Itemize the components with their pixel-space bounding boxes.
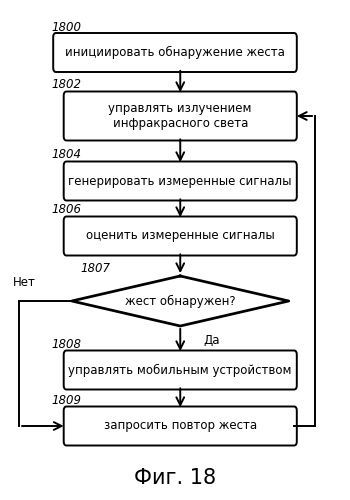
Text: 1802: 1802 xyxy=(52,78,82,91)
Text: управлять излучением
инфракрасного света: управлять излучением инфракрасного света xyxy=(108,102,252,130)
FancyBboxPatch shape xyxy=(64,162,297,200)
Text: управлять мобильным устройством: управлять мобильным устройством xyxy=(69,364,292,376)
Polygon shape xyxy=(72,276,289,326)
FancyBboxPatch shape xyxy=(64,92,297,140)
FancyBboxPatch shape xyxy=(53,33,297,72)
Text: оценить измеренные сигналы: оценить измеренные сигналы xyxy=(86,230,275,242)
Text: Да: Да xyxy=(203,334,219,346)
Text: 1809: 1809 xyxy=(52,394,82,406)
Text: 1806: 1806 xyxy=(52,203,82,216)
FancyBboxPatch shape xyxy=(64,216,297,256)
Text: 1800: 1800 xyxy=(52,21,82,34)
Text: 1808: 1808 xyxy=(52,338,82,351)
Text: Фиг. 18: Фиг. 18 xyxy=(134,468,216,487)
FancyBboxPatch shape xyxy=(64,350,297,390)
Text: 1804: 1804 xyxy=(52,148,82,161)
Text: запросить повтор жеста: запросить повтор жеста xyxy=(104,420,257,432)
Text: генерировать измеренные сигналы: генерировать измеренные сигналы xyxy=(69,174,292,188)
Text: 1807: 1807 xyxy=(80,262,111,275)
FancyBboxPatch shape xyxy=(64,406,297,446)
Text: жест обнаружен?: жест обнаружен? xyxy=(125,294,236,308)
Text: инициировать обнаружение жеста: инициировать обнаружение жеста xyxy=(65,46,285,59)
Text: Нет: Нет xyxy=(13,276,36,288)
